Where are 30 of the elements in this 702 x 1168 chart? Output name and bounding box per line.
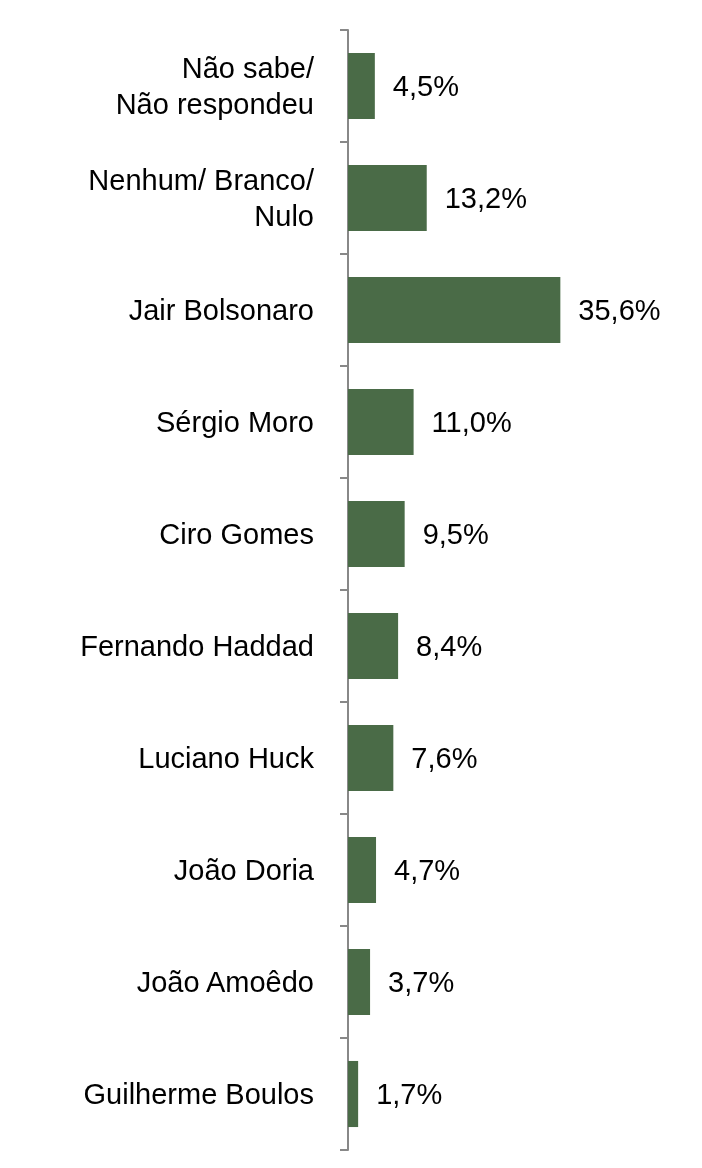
bar [348, 948, 371, 1016]
bar [348, 612, 399, 680]
data-label: 35,6% [578, 294, 661, 326]
y-tick-label: Luciano Huck [138, 742, 315, 774]
y-tick-label: Ciro Gomes [159, 518, 314, 550]
bar [348, 1060, 359, 1128]
y-tick-label: Jair Bolsonaro [128, 294, 314, 326]
data-label: 9,5% [422, 518, 489, 550]
data-label: 3,7% [388, 966, 455, 998]
y-tick-label: Nenhum/ Branco/ Nulo [88, 164, 315, 232]
y-tick-label: Fernando Haddad [80, 630, 314, 662]
bar [348, 388, 414, 456]
data-label: 4,7% [394, 854, 461, 886]
data-label: 11,0% [431, 406, 512, 438]
bar [348, 724, 394, 792]
data-label: 7,6% [411, 742, 478, 774]
data-label: 13,2% [444, 182, 527, 214]
bar [348, 836, 377, 904]
bar [348, 52, 375, 120]
y-tick-label: Sérgio Moro [156, 406, 314, 438]
y-tick-label: Não sabe/ Não respondeu [115, 52, 315, 120]
y-tick-label: Guilherme Boulos [83, 1078, 314, 1110]
bar [348, 500, 405, 568]
data-label: 8,4% [416, 630, 483, 662]
y-tick-label: João Amoêdo [136, 966, 314, 998]
bar [348, 276, 561, 344]
data-label: 1,7% [376, 1078, 443, 1110]
bar [348, 164, 427, 232]
data-label: 4,5% [392, 70, 459, 102]
y-tick-label: João Doria [173, 854, 315, 886]
